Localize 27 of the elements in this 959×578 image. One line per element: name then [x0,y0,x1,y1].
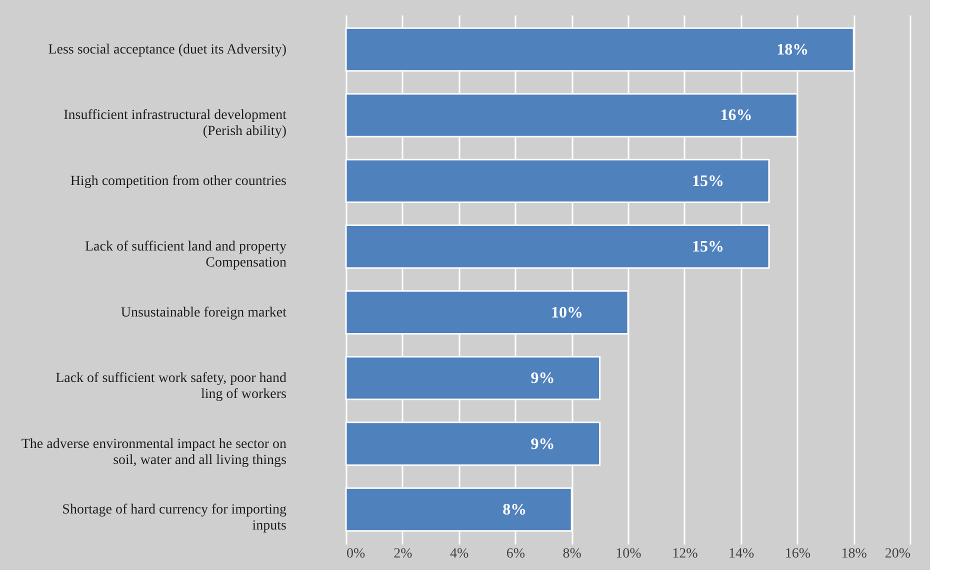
x-tick-label: 0% [346,546,366,562]
x-tick-label: 20% [884,546,911,562]
data-label: 15% [692,238,724,256]
data-label: 16% [720,107,752,124]
data-label: 8% [502,502,527,518]
y-tick-label: Lack of sufficient work safety, poor hand ling of workers [56,371,286,402]
x-tick-label: 4% [450,546,469,562]
y-tick-label: Less social acceptance (duet its Adversity) [48,42,287,58]
data-label: 15% [692,172,724,190]
data-label: 9% [530,436,555,453]
y-tick-label: Lack of sufficient land and property Compensation [84,240,286,271]
y-tick-label: Shortage of hard currency for importing inputs [62,502,286,534]
x-tick-label: 8% [562,546,582,562]
x-tick-label: 16% [784,546,811,562]
x-tick-label: 14% [728,546,754,562]
x-tick-label: 18% [841,546,868,562]
x-tick-label: 12% [672,546,698,562]
data-label: 10% [551,304,583,322]
y-tick-label: High competition from other countries [70,174,286,189]
x-tick-label: 2% [394,546,413,562]
y-tick-label: The adverse environmental impact he sector on soil, water and all living things [21,436,286,468]
x-tick-label: 10% [616,546,642,562]
y-tick-label: Insufficient infrastructural development (Perish ability) [64,108,287,140]
data-label: 9% [530,370,555,388]
y-tick-label: Unsustainable foreign market [120,305,287,320]
x-tick-label: 6% [506,546,526,562]
data-label: 18% [776,42,809,58]
